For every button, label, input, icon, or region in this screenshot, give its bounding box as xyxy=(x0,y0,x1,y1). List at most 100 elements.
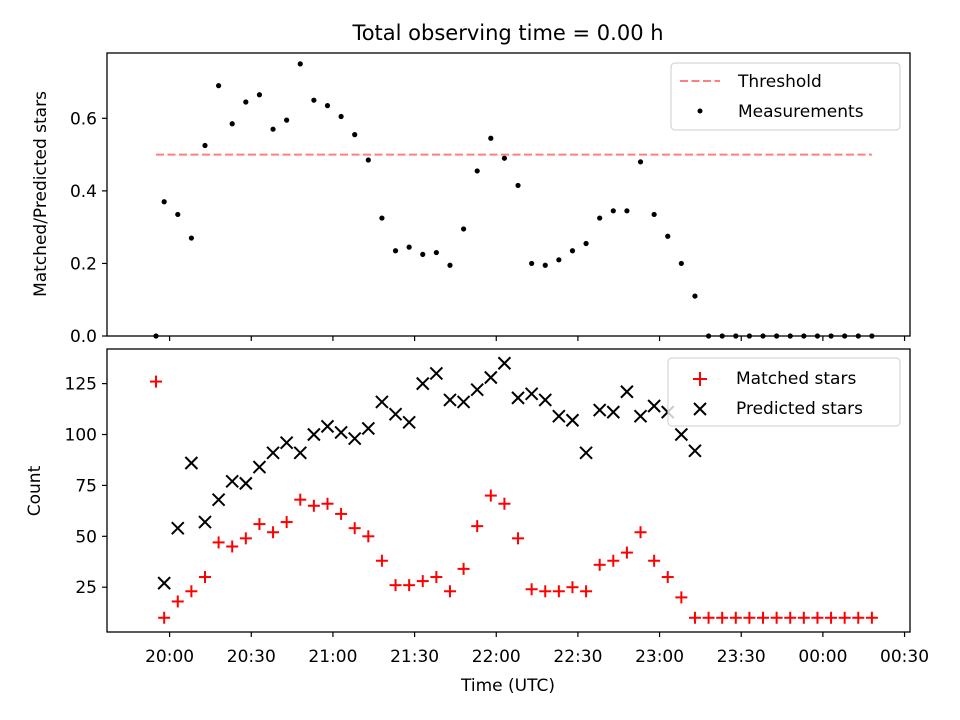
predicted-star-point xyxy=(565,413,580,427)
measurement-point xyxy=(501,155,508,161)
measurement-point xyxy=(420,251,426,257)
x-tick-label: 23:00 xyxy=(635,647,684,667)
top-x-ticks xyxy=(169,336,906,341)
predicted-legend-label: Predicted stars xyxy=(736,399,863,419)
measurement-point xyxy=(243,99,249,105)
measurement-point xyxy=(406,244,412,250)
predicted-star-point xyxy=(388,407,403,421)
matched-legend-label: Matched stars xyxy=(736,369,856,389)
predicted-star-point xyxy=(538,393,552,407)
predicted-star-point xyxy=(293,446,307,460)
measurement-point xyxy=(665,233,671,239)
x-tick-label: 21:30 xyxy=(390,647,439,667)
matched-star-point xyxy=(566,581,579,594)
predicted-star-point xyxy=(347,431,362,446)
bottom-y-tick-label: 100 xyxy=(65,426,97,446)
top-y-ticks: 0.0 0.2 0.4 0.6 xyxy=(70,109,107,347)
predicted-star-point xyxy=(307,427,321,442)
top-panel: 0.0 0.2 0.4 0.6 Matched/Predicted stars Thr… xyxy=(31,52,911,347)
measurement-point xyxy=(338,113,344,120)
measurement-point xyxy=(392,248,399,254)
bottom-y-tick-label: 50 xyxy=(75,527,97,547)
measurement-point xyxy=(542,262,548,268)
predicted-star-point xyxy=(579,446,593,460)
matched-star-point xyxy=(661,571,674,584)
bottom-legend-box xyxy=(667,357,901,427)
matched-star-point xyxy=(688,611,701,624)
predicted-star-point xyxy=(171,521,185,535)
matched-star-point xyxy=(416,575,429,588)
matched-star-point xyxy=(158,611,171,624)
matched-star-point xyxy=(743,611,756,624)
matched-star-point xyxy=(348,522,361,535)
matched-star-point xyxy=(389,579,402,592)
matched-star-point xyxy=(729,611,742,624)
predicted-star-point xyxy=(402,415,416,430)
matched-star-point xyxy=(593,558,606,571)
measurement-point xyxy=(583,240,589,247)
measurement-point xyxy=(229,121,235,127)
measurements-legend-label: Measurements xyxy=(738,102,864,122)
predicted-star-point xyxy=(456,395,471,409)
measurement-point xyxy=(352,132,358,138)
measurement-point xyxy=(692,293,698,299)
matched-star-point xyxy=(362,530,375,543)
matched-star-point xyxy=(321,497,334,510)
measurement-point xyxy=(216,83,222,89)
predicted-star-point xyxy=(524,387,539,401)
predicted-star-point xyxy=(674,427,689,442)
matched-star-point xyxy=(539,585,552,598)
matched-star-point xyxy=(239,532,252,545)
matched-star-point xyxy=(648,554,661,567)
matched-star-point xyxy=(634,526,647,539)
bottom-x-ticks: 20:00 20:30 21:00 21:30 22:00 22:30 23:00 23:30… xyxy=(145,632,929,667)
bottom-y-tick-label: 125 xyxy=(65,375,97,395)
x-tick-label: 21:00 xyxy=(308,647,357,667)
predicted-star-point xyxy=(633,409,648,423)
matched-star-point xyxy=(757,611,770,624)
matched-star-point xyxy=(375,554,388,567)
measurement-point xyxy=(569,248,576,254)
measurement-point xyxy=(379,215,385,221)
matched-star-point xyxy=(620,546,633,559)
x-tick-label: 20:30 xyxy=(227,647,276,667)
matched-star-point xyxy=(457,562,470,575)
measurement-point xyxy=(597,215,603,221)
matched-star-point xyxy=(811,611,824,624)
measurement-point xyxy=(678,260,684,267)
predicted-star-point xyxy=(511,391,525,405)
bottom-y-ticks: 25 50 75 100 125 xyxy=(65,375,107,598)
measurement-point xyxy=(256,92,263,98)
matched-star-point xyxy=(797,611,810,624)
x-tick-label: 20:00 xyxy=(145,647,194,667)
measurement-point xyxy=(651,211,657,218)
predicted-star-point xyxy=(198,515,212,529)
matched-star-point xyxy=(675,591,688,604)
matched-star-point xyxy=(226,540,239,553)
top-legend: Threshold Measurements xyxy=(670,62,901,131)
predicted-legend-swatch xyxy=(693,402,707,416)
measurement-point xyxy=(447,262,453,268)
measurement-point xyxy=(610,208,616,214)
measurement-point xyxy=(515,182,521,189)
predicted-star-point xyxy=(429,366,444,381)
top-y-tick-label: 0.4 xyxy=(70,182,97,202)
measurement-point xyxy=(311,97,317,103)
x-tick-label: 22:00 xyxy=(472,647,521,667)
matched-star-point xyxy=(253,518,266,531)
predicted-star-point xyxy=(688,444,702,458)
matched-star-point xyxy=(702,611,715,624)
predicted-star-point xyxy=(416,376,430,391)
bottom-y-tick-label: 75 xyxy=(75,476,97,496)
x-tick-label: 23:30 xyxy=(717,647,766,667)
matched-star-point xyxy=(212,536,225,549)
predicted-star-point xyxy=(484,370,498,385)
matched-star-point xyxy=(525,583,538,596)
top-legend-box xyxy=(670,62,901,131)
measurement-point xyxy=(202,142,208,149)
predicted-star-point xyxy=(266,446,280,460)
predicted-star-point xyxy=(592,403,607,417)
predicted-star-point xyxy=(443,393,457,407)
measurement-point xyxy=(284,117,290,123)
